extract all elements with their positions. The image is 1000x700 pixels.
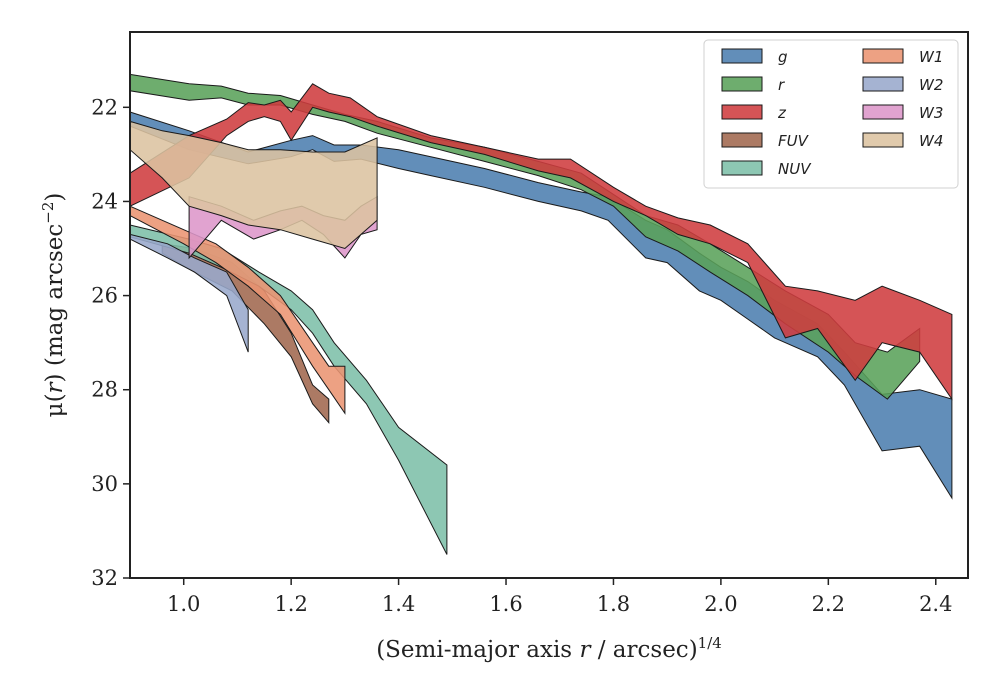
x-tick-label: 2.2	[812, 592, 845, 616]
legend-swatch-z	[721, 104, 763, 120]
legend-label-w3: W3	[919, 104, 943, 122]
x-axis-ticks: 1.0 1.2 1.4 1.6 1.8 2.0 2.2 2.4	[167, 578, 952, 616]
y-axis-label-close: )	[42, 193, 68, 202]
x-axis-label-sup: 1/4	[698, 634, 722, 652]
band-z	[129, 83, 953, 401]
legend-swatch-w4	[862, 132, 904, 148]
y-axis-label-var: r	[42, 380, 68, 393]
x-tick-label: 1.6	[489, 592, 522, 616]
band-nuv	[129, 224, 448, 555]
x-tick-label: 1.0	[167, 592, 200, 616]
legend-swatch-r	[721, 76, 763, 92]
x-axis-label: (Semi-major axis r / arcsec)1/4	[376, 634, 722, 663]
legend-swatch-w2	[862, 76, 904, 92]
x-tick-label: 1.4	[382, 592, 415, 616]
legend-label-w4: W4	[919, 132, 943, 150]
x-tick-label: 2.4	[919, 592, 952, 616]
legend: grz FUV NUV W1 W2 W3 W4	[703, 39, 959, 189]
series-bands	[129, 73, 953, 555]
legend-label-w2: W2	[919, 76, 943, 94]
legend-swatch-fuv	[721, 132, 763, 148]
x-tick-label: 2.0	[704, 592, 737, 616]
y-axis-label-sup: −2	[39, 202, 57, 224]
x-axis-label-rest: / arcsec)	[590, 637, 697, 663]
y-axis-label-main: μ(	[42, 393, 68, 417]
y-axis-label: μ(r) (mag arcsec−2)	[39, 193, 68, 418]
legend-swatch-nuv	[721, 160, 763, 176]
x-axis-label-var: r	[579, 637, 592, 663]
x-tick-label: 1.8	[597, 592, 630, 616]
legend-label-r: r	[778, 76, 785, 94]
plot-frame	[129, 31, 969, 579]
legend-label-z: z	[777, 104, 787, 122]
y-tick-label: 28	[91, 378, 118, 402]
y-axis-ticks: 22 24 26 28 30 32	[91, 95, 130, 590]
legend-swatch-w3	[862, 104, 904, 120]
legend-swatch-w1	[862, 48, 904, 64]
legend-label-g: g	[778, 48, 788, 66]
x-tick-label: 1.2	[274, 592, 307, 616]
y-tick-label: 22	[91, 95, 118, 119]
legend-label-nuv: NUV	[778, 160, 812, 178]
x-axis-label-main: (Semi-major axis	[376, 637, 579, 663]
y-tick-label: 24	[91, 189, 118, 213]
legend-label-w1: W1	[919, 48, 943, 66]
legend-swatch-g	[721, 48, 763, 64]
legend-label-fuv: FUV	[778, 132, 810, 150]
y-tick-label: 30	[91, 472, 118, 496]
y-tick-label: 32	[91, 566, 118, 590]
y-tick-label: 26	[91, 284, 118, 308]
y-axis-label-rest: ) (mag arcsec	[42, 224, 68, 383]
band-w4	[129, 120, 378, 250]
band-w1	[129, 205, 346, 415]
